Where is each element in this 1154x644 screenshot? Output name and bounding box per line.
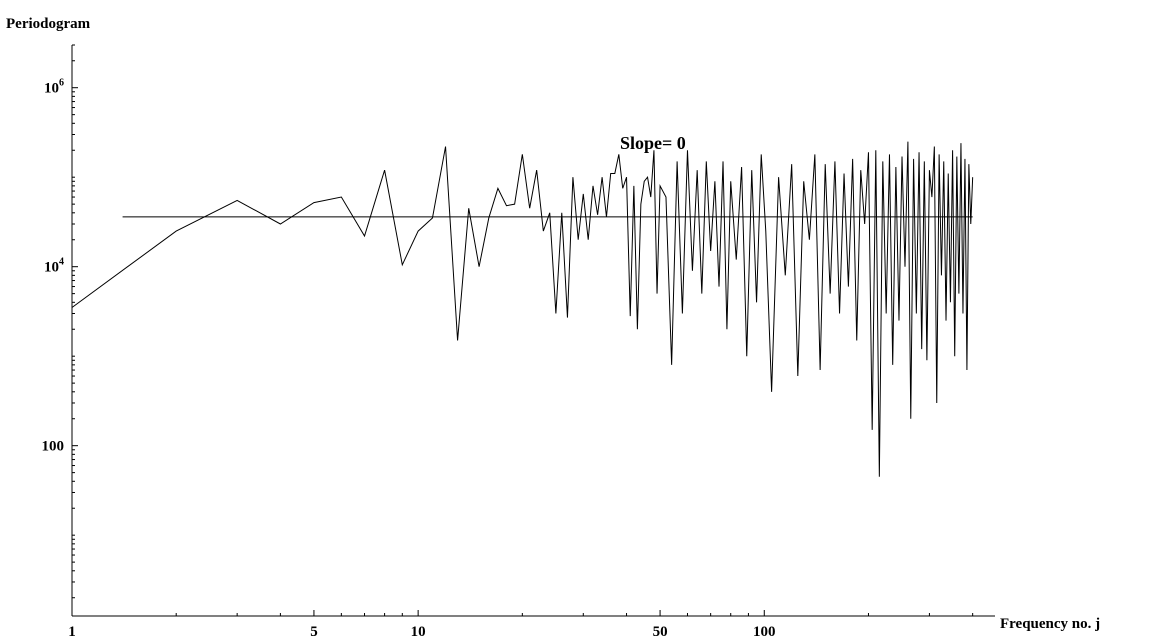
x-tick-label: 1 [68, 624, 76, 640]
y-axis-title: Periodogram [6, 16, 91, 32]
x-tick-label: 5 [310, 624, 318, 640]
y-tick-label: 106 [44, 78, 64, 97]
periodogram-series-line [71, 141, 974, 477]
x-tick-label: 100 [753, 624, 776, 640]
y-tick-label: 100 [42, 439, 65, 455]
slope-annotation: Slope= 0 [620, 133, 686, 153]
x-tick-label: 10 [411, 624, 426, 640]
x-tick-label: 50 [653, 624, 668, 640]
labels-group: Periodogram Frequency no. j Slope= 0 [6, 16, 1100, 632]
x-axis-title: Frequency no. j [1000, 616, 1100, 632]
axes: 1 5 10 50 100 100 104 106 [42, 44, 995, 640]
series-group [71, 141, 974, 477]
y-tick-label: 104 [44, 257, 64, 276]
